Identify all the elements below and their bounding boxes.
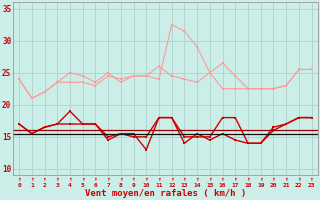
X-axis label: Vent moyen/en rafales ( km/h ): Vent moyen/en rafales ( km/h ) (85, 189, 246, 198)
